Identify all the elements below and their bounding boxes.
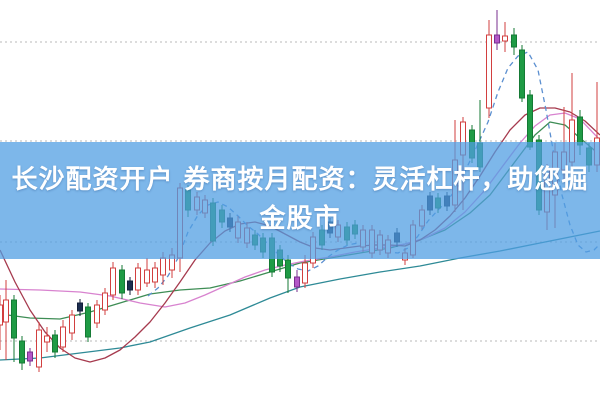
candle <box>486 20 492 118</box>
candle-body <box>3 299 9 323</box>
candle <box>3 280 9 360</box>
candle-body <box>502 35 508 42</box>
promo-banner: 长沙配资开户 券商按月配资：灵活杠杆，助您掘 金股市 <box>0 142 600 259</box>
candle <box>11 295 17 362</box>
candle-body <box>486 34 492 109</box>
candle-body <box>144 269 150 284</box>
candle-body <box>152 267 158 283</box>
candle <box>85 303 91 342</box>
candle <box>27 348 33 366</box>
candle-body <box>102 292 108 311</box>
candle-body <box>577 116 583 146</box>
candle-body <box>94 304 100 324</box>
candle-body <box>119 269 125 294</box>
candle <box>127 277 133 295</box>
candle <box>144 258 150 287</box>
candle-body <box>69 314 75 334</box>
candle <box>44 327 50 352</box>
candle-body <box>0 304 3 326</box>
candle-body <box>519 49 525 99</box>
candle-body <box>494 34 500 44</box>
candle <box>19 336 25 370</box>
candle-body <box>294 276 300 288</box>
candle <box>69 310 75 340</box>
candle-body <box>302 262 308 284</box>
candle <box>110 262 116 300</box>
candle-body <box>52 334 58 353</box>
candle-body <box>60 326 66 348</box>
candle-body <box>285 259 291 279</box>
candle <box>519 45 525 102</box>
candle <box>0 295 3 350</box>
candle <box>527 90 533 150</box>
candle <box>52 330 58 358</box>
banner-title-line2: 金股市 <box>259 204 341 234</box>
candle <box>152 262 158 288</box>
candle <box>36 322 42 372</box>
candle <box>302 255 308 288</box>
candle-body <box>85 306 91 338</box>
banner-title-line1: 长沙配资开户 券商按月配资：灵活杠杆，助您掘 <box>11 165 589 195</box>
candle <box>77 299 83 316</box>
candle <box>119 265 125 299</box>
candle-body <box>44 335 50 343</box>
candle-body <box>110 267 116 296</box>
candle-body <box>36 329 42 368</box>
candle-body <box>527 94 533 148</box>
candle <box>285 255 291 293</box>
candle <box>294 270 300 292</box>
candle <box>502 22 508 52</box>
candle <box>94 300 100 328</box>
candle <box>135 263 141 295</box>
candle-body <box>160 257 166 276</box>
candle <box>494 10 500 50</box>
candle-body <box>511 34 517 48</box>
candle <box>102 288 108 315</box>
candle-body <box>19 340 25 364</box>
candle-body <box>127 280 133 291</box>
candle <box>60 320 66 352</box>
candle-body <box>11 299 17 339</box>
candle <box>511 28 517 55</box>
candle-body <box>27 351 33 362</box>
candle-body <box>135 267 141 291</box>
candle-body <box>77 302 83 312</box>
